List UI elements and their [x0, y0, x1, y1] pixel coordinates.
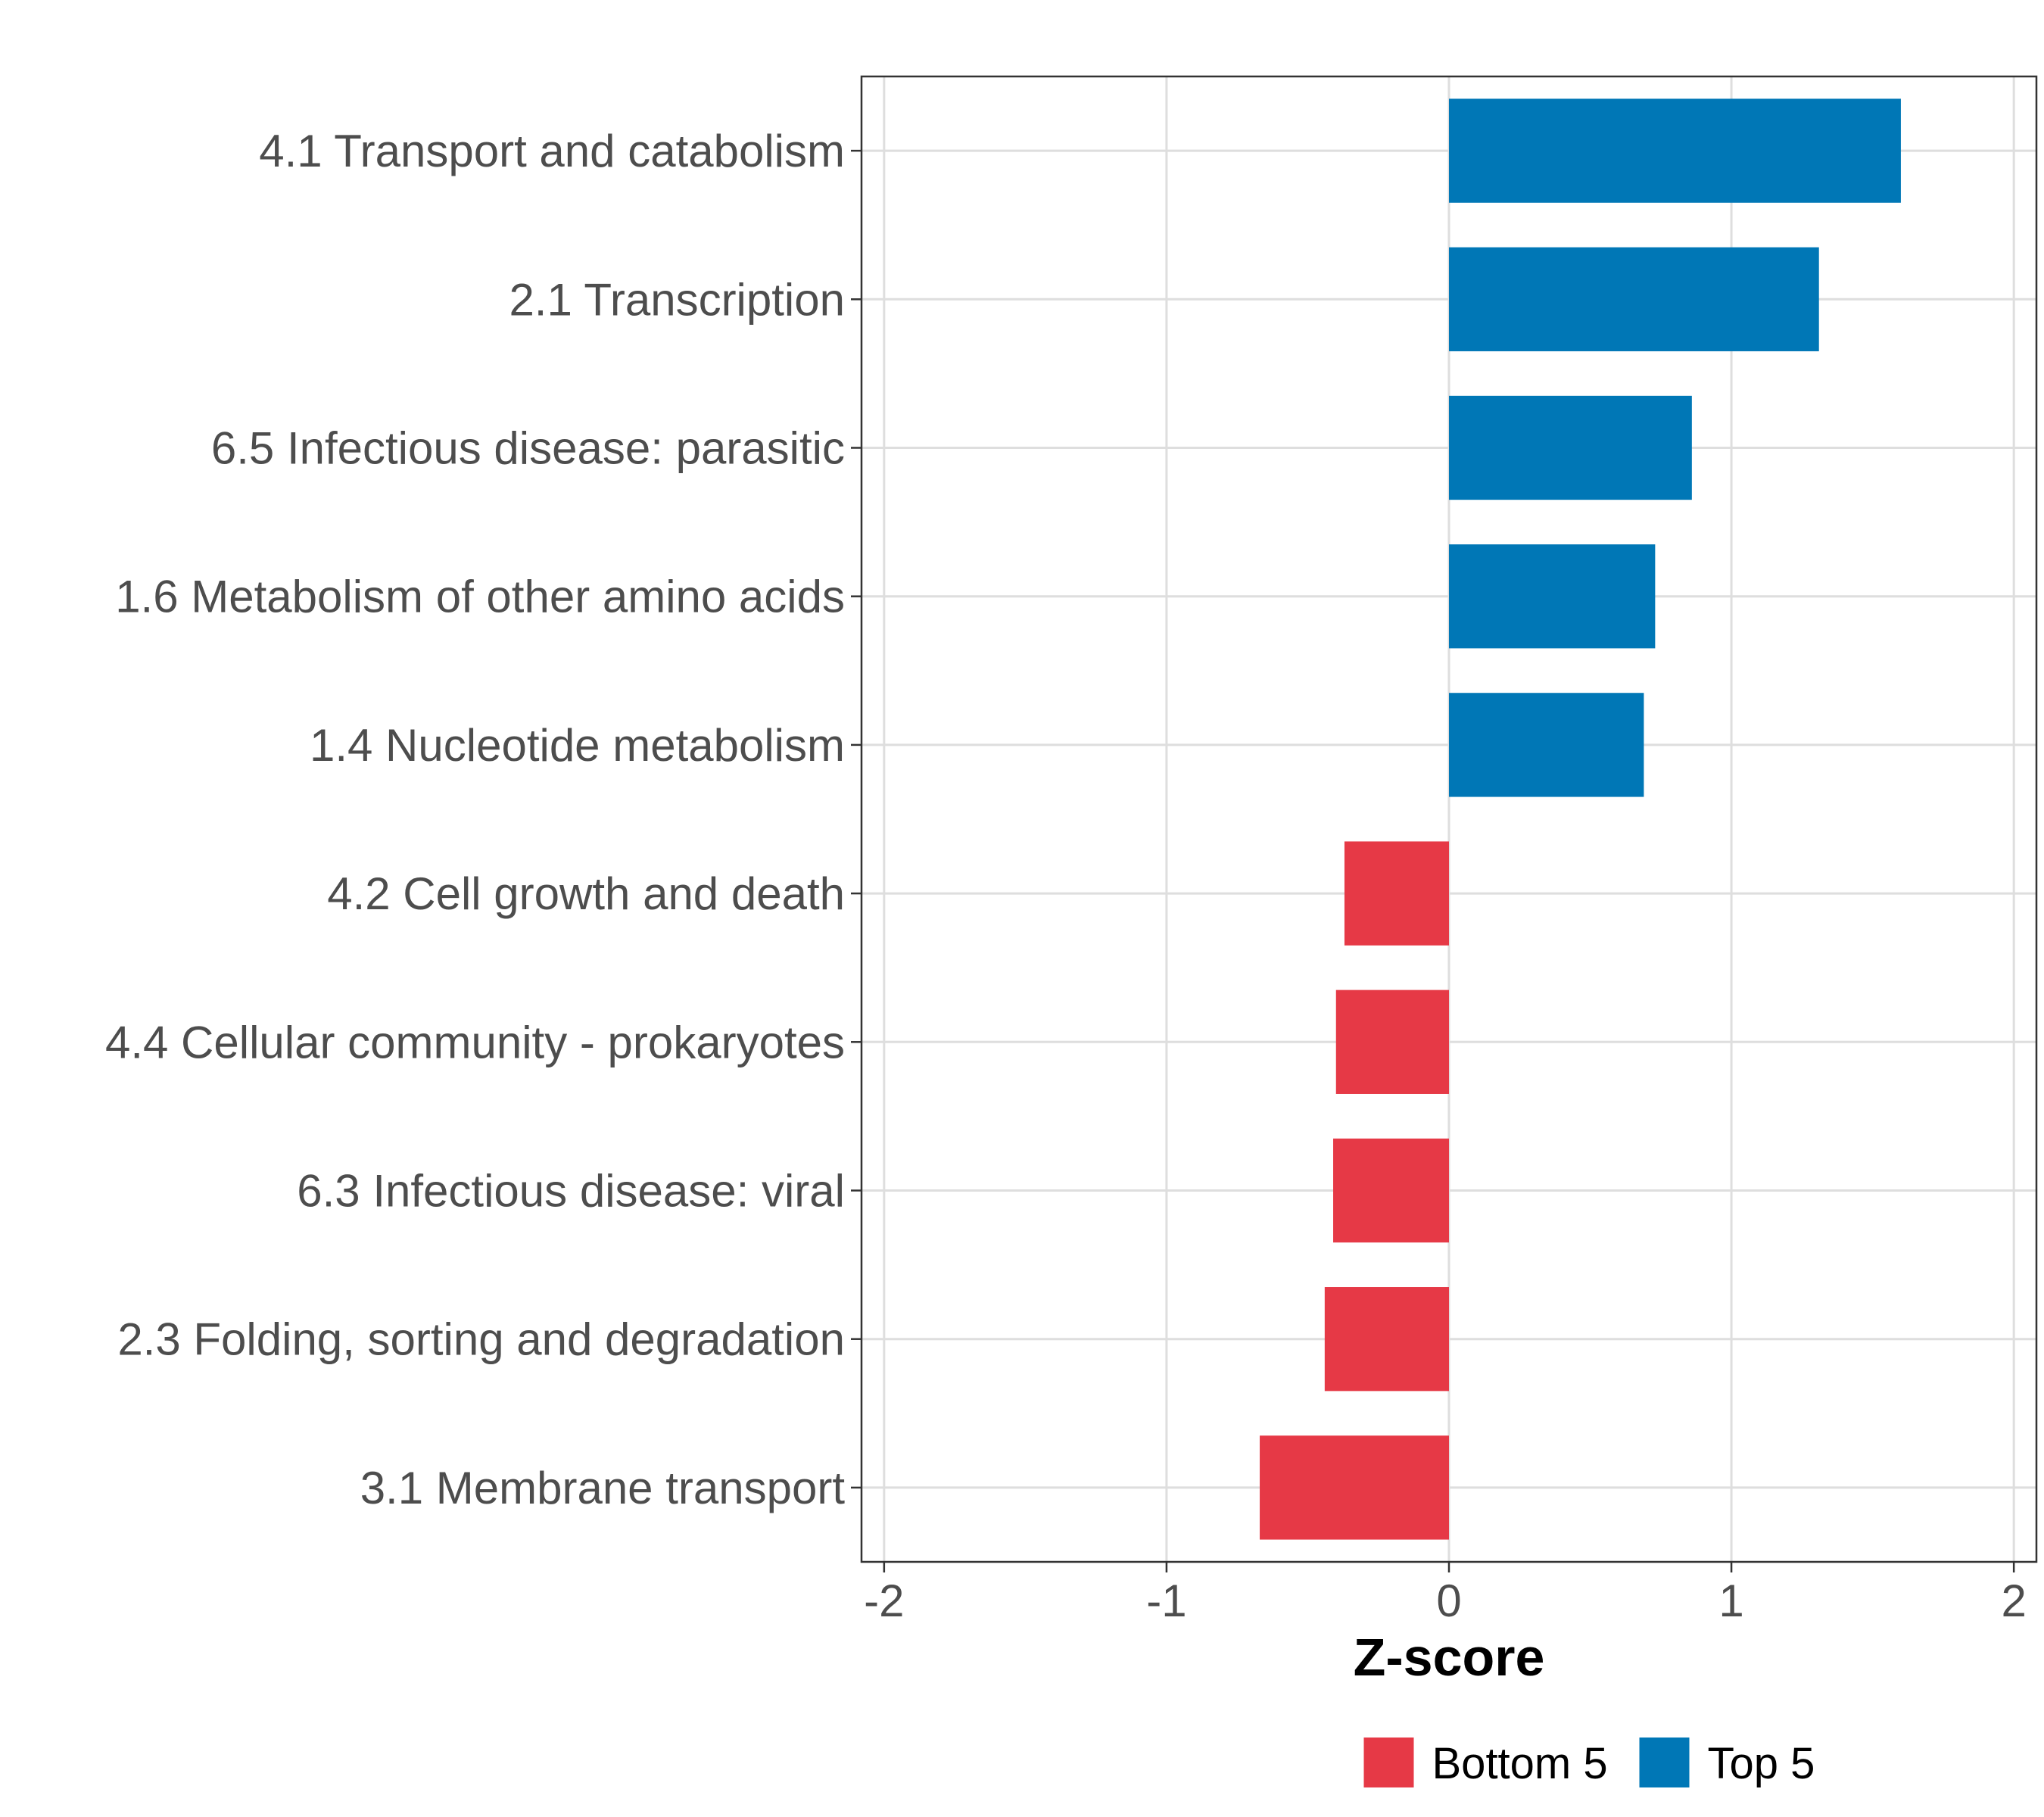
legend-swatch — [1639, 1738, 1690, 1787]
legend-label: Top 5 — [1708, 1739, 1815, 1788]
category-label: 4.1 Transport and catabolism — [259, 126, 845, 176]
bar-8 — [1333, 1138, 1449, 1243]
bar-10 — [1260, 1435, 1449, 1540]
bar-4 — [1449, 544, 1656, 649]
category-label: 3.1 Membrane transport — [360, 1463, 846, 1513]
category-label: 4.2 Cell growth and death — [327, 868, 845, 919]
x-tick-label: 0 — [1436, 1575, 1461, 1626]
category-label: 6.3 Infectious disease: viral — [297, 1166, 845, 1217]
x-tick-label: -1 — [1146, 1575, 1186, 1626]
x-tick-label: 1 — [1718, 1575, 1743, 1626]
category-label: 1.4 Nucleotide metabolism — [310, 720, 845, 771]
category-label: 1.6 Metabolism of other amino acids — [115, 572, 845, 622]
bars — [1260, 98, 1901, 1540]
category-label: 2.1 Transcription — [509, 274, 845, 325]
category-label: 2.3 Folding, sorting and degradation — [117, 1314, 845, 1365]
category-label: 4.4 Cellular community - prokaryotes — [105, 1017, 845, 1067]
bar-6 — [1344, 841, 1449, 946]
bar-1 — [1449, 98, 1901, 203]
x-tick-label: 2 — [2001, 1575, 2026, 1626]
bar-3 — [1449, 395, 1692, 500]
bar-2 — [1449, 247, 1819, 351]
category-label: 6.5 Infectious disease: parasitic — [211, 423, 845, 474]
legend-label: Bottom 5 — [1432, 1739, 1608, 1788]
legend: Bottom 5 Top 5 — [1363, 1738, 1815, 1788]
y-axis: 4.1 Transport and catabolism 2.1 Transcri… — [105, 126, 862, 1513]
legend-swatch — [1363, 1738, 1414, 1787]
bar-7 — [1335, 990, 1449, 1094]
x-axis: -2 -1 0 1 2 — [864, 1562, 2027, 1626]
bar-9 — [1324, 1287, 1449, 1392]
x-axis-title: Z-score — [1354, 1628, 1545, 1687]
x-tick-label: -2 — [864, 1575, 904, 1626]
bar-5 — [1449, 693, 1644, 797]
